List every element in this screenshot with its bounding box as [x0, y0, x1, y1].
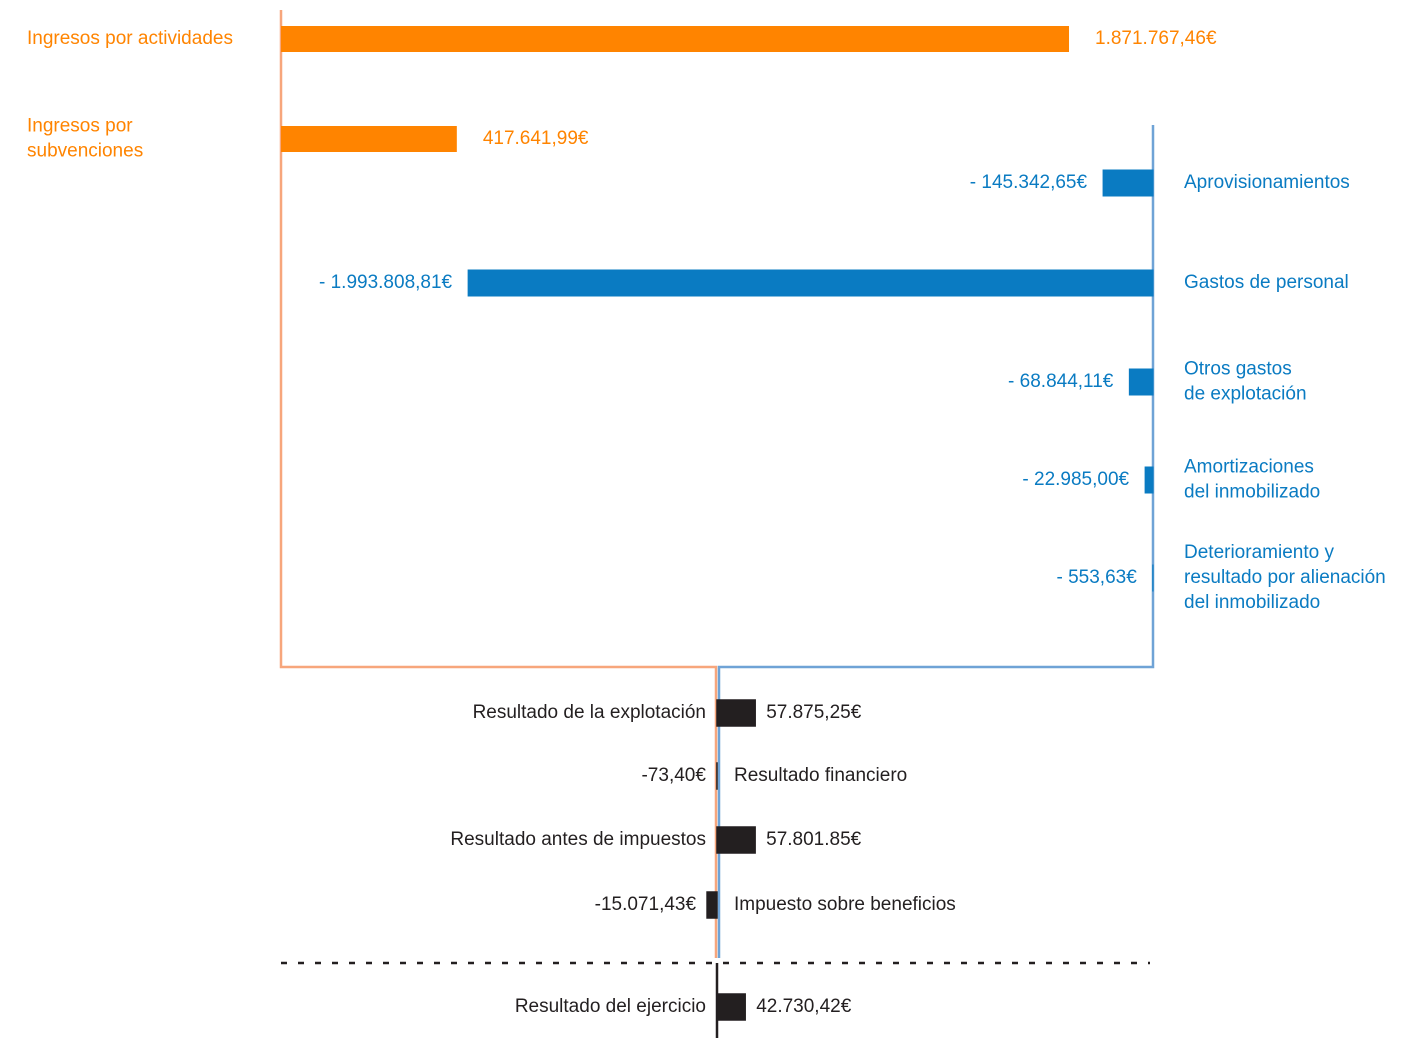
value-label: - 22.985,00€ — [1022, 469, 1129, 490]
expense-bar — [1128, 368, 1154, 396]
value-label: 42.730,42€ — [756, 996, 852, 1017]
category-label: Resultado de la explotación — [473, 702, 706, 723]
category-label-line: Ingresos por actividades — [27, 28, 233, 49]
category-label: Ingresos por subvenciones — [27, 116, 143, 162]
expense-bar — [1144, 466, 1154, 494]
value-label: 57.801.85€ — [766, 829, 862, 850]
income-line — [279, 10, 718, 958]
result-bar — [716, 699, 756, 727]
expense-line — [717, 125, 1155, 958]
value-label: - 145.342,65€ — [970, 172, 1088, 193]
expense-bar — [1102, 169, 1154, 197]
result-bar — [716, 826, 756, 854]
value-label: - 553,63€ — [1057, 567, 1138, 588]
category-label: Resultado antes de impuestos — [450, 829, 706, 850]
category-label: Otros gastos de explotación — [1184, 359, 1307, 405]
value-label: - 1.993.808,81€ — [319, 272, 453, 293]
value-label: 57.875,25€ — [766, 702, 862, 723]
value-label: - 68.844,11€ — [1008, 371, 1114, 392]
category-label-line: Ingresos por — [27, 116, 133, 137]
category-label-line: Aprovisionamientos — [1184, 172, 1350, 193]
category-label-line: Gastos de personal — [1184, 272, 1349, 293]
value-label: -15.071,43€ — [595, 894, 697, 915]
category-label-line: del inmobilizado — [1184, 482, 1320, 503]
result-bar — [716, 993, 746, 1021]
value-label: 417.641,99€ — [483, 128, 589, 149]
category-label-line: Deterioramiento y — [1184, 542, 1334, 563]
category-label: Ingresos por actividades — [27, 28, 233, 49]
value-label: 1.871.767,46€ — [1095, 28, 1217, 49]
category-label: Resultado financiero — [734, 765, 907, 786]
income-bar — [281, 26, 1070, 52]
income-bar — [281, 126, 457, 152]
category-label-line: Amortizaciones — [1184, 457, 1314, 478]
category-label: Resultado del ejercicio — [515, 996, 706, 1017]
category-label: Aprovisionamientos — [1184, 172, 1350, 193]
result-bar — [706, 891, 718, 919]
value-label: -73,40€ — [641, 765, 706, 786]
category-label-line: de explotación — [1184, 384, 1307, 405]
category-label: Amortizaciones del inmobilizado — [1184, 457, 1320, 503]
category-label-line: resultado por alienación — [1184, 567, 1386, 588]
category-label-line: Otros gastos — [1184, 359, 1292, 380]
connector-lines — [279, 10, 1155, 1038]
category-label-line: del inmobilizado — [1184, 592, 1320, 613]
category-label: Impuesto sobre beneficios — [734, 894, 956, 915]
category-label: Gastos de personal — [1184, 272, 1349, 293]
expense-bar — [467, 269, 1154, 297]
category-label-line: subvenciones — [27, 141, 143, 162]
category-label: Deterioramiento y resultado por alienació… — [1184, 542, 1386, 613]
